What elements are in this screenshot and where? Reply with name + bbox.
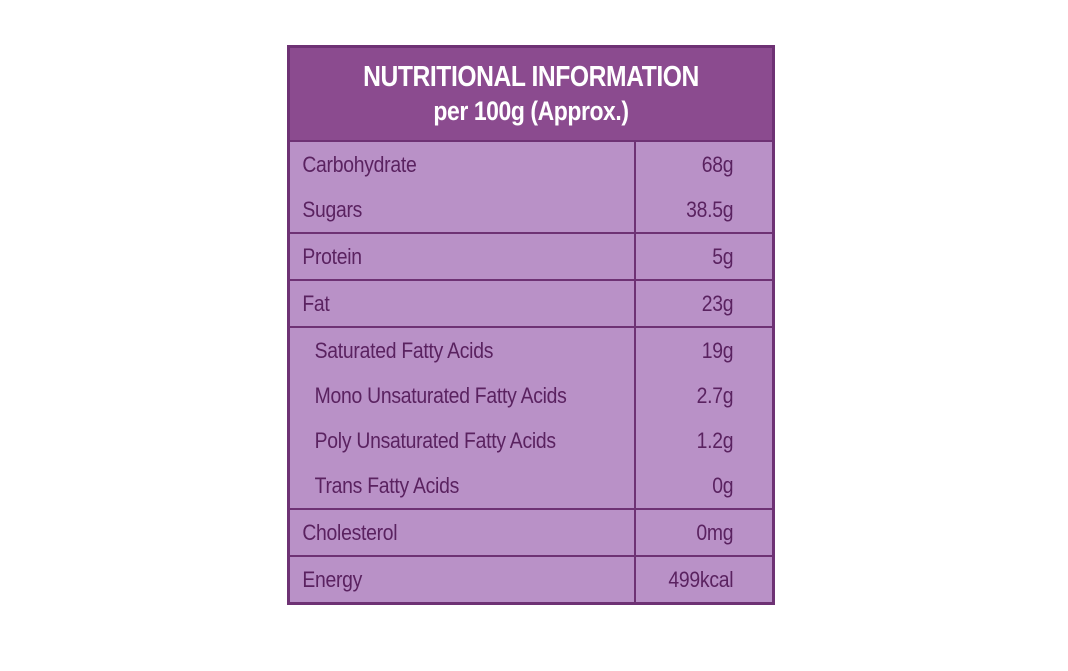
row-group: Carbohydrate Sugars 68g 38.5g: [290, 142, 772, 232]
value-cell: 68g 38.5g: [636, 142, 772, 232]
nutrient-value: 0g: [712, 473, 734, 498]
label-cell: Energy: [290, 557, 634, 602]
nutrient-label: Trans Fatty Acids: [314, 473, 460, 498]
nutrient-value: 1.2g: [696, 428, 734, 453]
nutrient-value: 68g: [701, 152, 734, 177]
nutrient-label: Carbohydrate: [302, 152, 417, 177]
subtitle: per 100g (Approx.): [433, 96, 629, 126]
nutrient-label: Cholesterol: [302, 520, 398, 545]
nutrient-value: 23g: [701, 291, 734, 316]
value-cell: 5g: [636, 234, 772, 279]
value-cell: 19g 2.7g 1.2g 0g: [636, 328, 772, 508]
nutrient-label: Energy: [302, 567, 363, 592]
title: NUTRITIONAL INFORMATION: [363, 61, 699, 93]
label-cell: Carbohydrate Sugars: [290, 142, 634, 232]
nutrient-value: 2.7g: [696, 383, 734, 408]
row-group: Saturated Fatty Acids Mono Unsaturated Fa…: [290, 328, 772, 508]
nutrient-label: Sugars: [302, 197, 363, 222]
nutrient-value: 19g: [701, 338, 734, 363]
nutrient-value: 499kcal: [668, 567, 734, 592]
row-group: Cholesterol 0mg: [290, 510, 772, 555]
label-cell: Protein: [290, 234, 634, 279]
row-group: Energy 499kcal: [290, 557, 772, 602]
nutrition-table: NUTRITIONAL INFORMATION per 100g (Approx…: [287, 45, 775, 605]
label-cell: Fat: [290, 281, 634, 326]
nutrient-label: Fat: [302, 291, 330, 316]
nutrient-value: 0mg: [696, 520, 734, 545]
table-header: NUTRITIONAL INFORMATION per 100g (Approx…: [290, 48, 772, 140]
nutrient-value: 38.5g: [686, 197, 734, 222]
value-cell: 0mg: [636, 510, 772, 555]
nutrient-label: Saturated Fatty Acids: [314, 338, 494, 363]
nutrient-label: Protein: [302, 244, 362, 269]
row-group: Fat 23g: [290, 281, 772, 326]
value-cell: 23g: [636, 281, 772, 326]
value-cell: 499kcal: [636, 557, 772, 602]
nutrient-label: Mono Unsaturated Fatty Acids: [314, 383, 567, 408]
label-cell: Cholesterol: [290, 510, 634, 555]
nutrient-label: Poly Unsaturated Fatty Acids: [314, 428, 556, 453]
nutrient-value: 5g: [712, 244, 734, 269]
row-group: Protein 5g: [290, 234, 772, 279]
label-cell: Saturated Fatty Acids Mono Unsaturated Fa…: [290, 328, 634, 508]
